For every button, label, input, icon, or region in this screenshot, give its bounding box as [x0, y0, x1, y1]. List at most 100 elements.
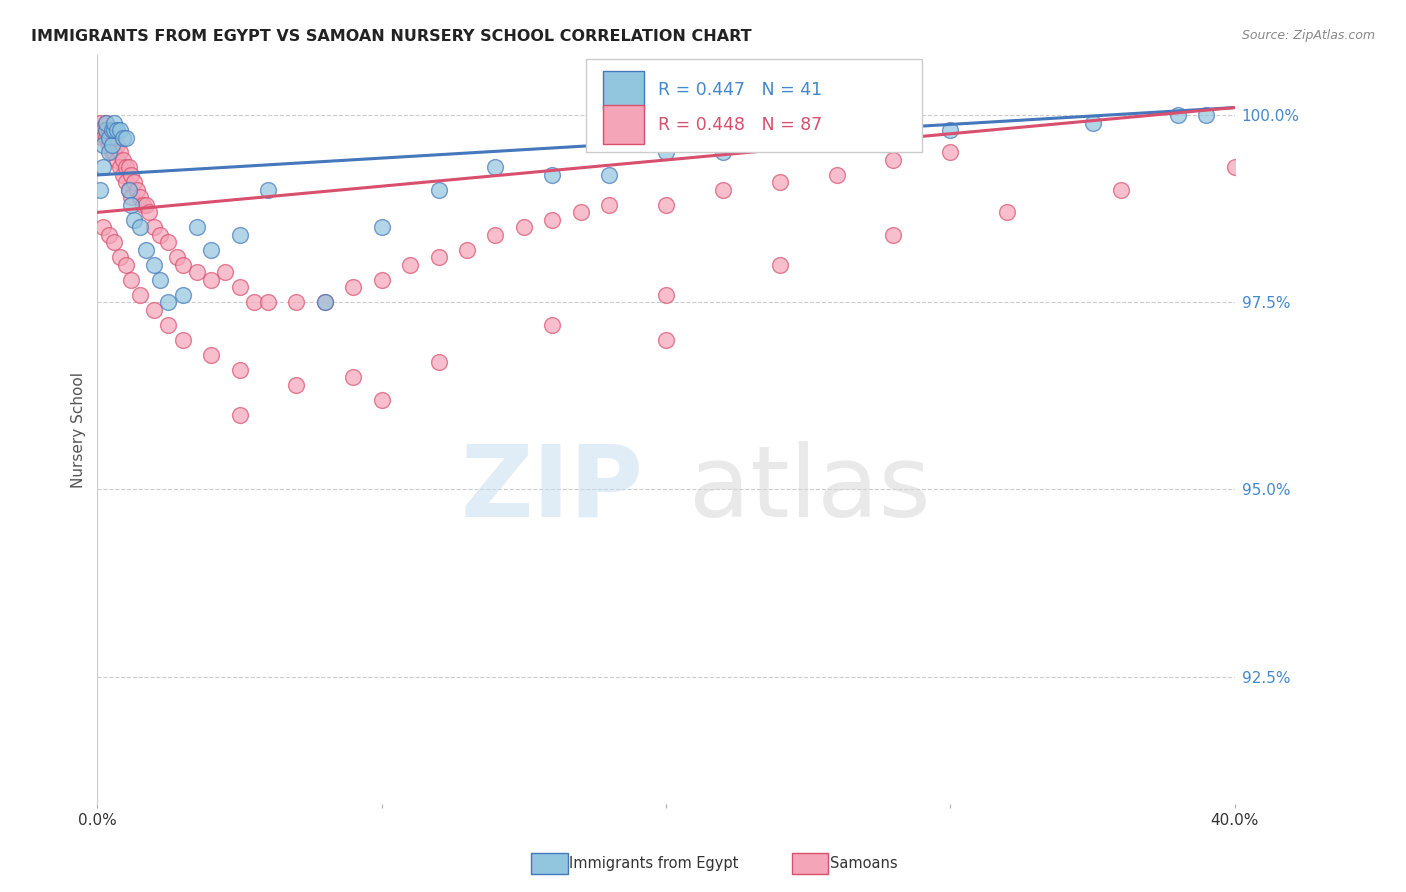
Point	[89, 115, 111, 129]
Point	[103, 235, 125, 250]
Point	[103, 145, 125, 160]
Point	[228, 408, 250, 422]
Point	[427, 183, 450, 197]
Point	[97, 138, 120, 153]
Text: R = 0.447   N = 41: R = 0.447 N = 41	[658, 81, 823, 99]
Point	[314, 295, 336, 310]
Point	[711, 145, 734, 160]
Point	[456, 243, 478, 257]
Point	[882, 153, 904, 167]
Text: atlas: atlas	[689, 441, 931, 538]
Point	[105, 138, 128, 153]
Point	[143, 220, 166, 235]
Point	[769, 258, 792, 272]
Point	[172, 287, 194, 301]
Point	[108, 161, 131, 175]
Point	[89, 183, 111, 197]
Point	[1223, 161, 1246, 175]
Point	[91, 138, 114, 153]
Point	[127, 183, 149, 197]
Point	[124, 176, 146, 190]
Point	[100, 130, 122, 145]
Point	[257, 295, 280, 310]
Point	[513, 220, 536, 235]
Point	[157, 318, 180, 332]
Point	[228, 362, 250, 376]
FancyBboxPatch shape	[603, 70, 644, 110]
Point	[100, 145, 122, 160]
Point	[655, 145, 678, 160]
Point	[598, 198, 620, 212]
Point	[108, 123, 131, 137]
Point	[825, 168, 848, 182]
Point	[89, 123, 111, 137]
FancyBboxPatch shape	[603, 105, 644, 145]
Point	[121, 273, 143, 287]
Point	[598, 168, 620, 182]
Point	[132, 198, 155, 212]
Point	[995, 205, 1018, 219]
Point	[370, 273, 392, 287]
Point	[114, 161, 136, 175]
Point	[114, 130, 136, 145]
Point	[214, 265, 236, 279]
Point	[103, 123, 125, 137]
Point	[166, 250, 188, 264]
Point	[94, 123, 117, 137]
Point	[129, 287, 152, 301]
Point	[541, 168, 564, 182]
Point	[157, 235, 180, 250]
Point	[97, 145, 120, 160]
Point	[100, 123, 122, 137]
Point	[228, 227, 250, 242]
Point	[939, 123, 962, 137]
Point	[370, 392, 392, 407]
Point	[228, 280, 250, 294]
Point	[186, 220, 208, 235]
Point	[143, 302, 166, 317]
FancyBboxPatch shape	[586, 59, 922, 153]
Text: IMMIGRANTS FROM EGYPT VS SAMOAN NURSERY SCHOOL CORRELATION CHART: IMMIGRANTS FROM EGYPT VS SAMOAN NURSERY …	[31, 29, 752, 44]
Point	[769, 176, 792, 190]
Point	[121, 168, 143, 182]
Point	[105, 123, 128, 137]
Point	[285, 295, 308, 310]
Text: Samoans: Samoans	[830, 856, 897, 871]
Point	[172, 333, 194, 347]
Point	[103, 115, 125, 129]
Point	[91, 161, 114, 175]
Point	[484, 227, 506, 242]
Point	[257, 183, 280, 197]
Point	[129, 220, 152, 235]
Point	[100, 138, 122, 153]
Text: R = 0.448   N = 87: R = 0.448 N = 87	[658, 116, 823, 134]
Point	[121, 190, 143, 204]
Y-axis label: Nursery School: Nursery School	[72, 372, 86, 488]
Point	[769, 130, 792, 145]
Point	[655, 198, 678, 212]
Point	[129, 190, 152, 204]
Point	[186, 265, 208, 279]
Point	[157, 295, 180, 310]
Point	[314, 295, 336, 310]
Point	[172, 258, 194, 272]
Point	[541, 318, 564, 332]
Point	[200, 243, 222, 257]
Point	[655, 333, 678, 347]
Point	[91, 130, 114, 145]
Point	[138, 205, 160, 219]
Point	[111, 130, 134, 145]
Point	[1195, 108, 1218, 122]
Point	[114, 176, 136, 190]
Point	[94, 115, 117, 129]
Point	[399, 258, 422, 272]
Point	[91, 220, 114, 235]
Point	[94, 123, 117, 137]
Point	[117, 183, 139, 197]
Point	[100, 138, 122, 153]
Point	[285, 377, 308, 392]
Point	[242, 295, 264, 310]
Point	[97, 130, 120, 145]
Point	[105, 153, 128, 167]
Point	[117, 161, 139, 175]
